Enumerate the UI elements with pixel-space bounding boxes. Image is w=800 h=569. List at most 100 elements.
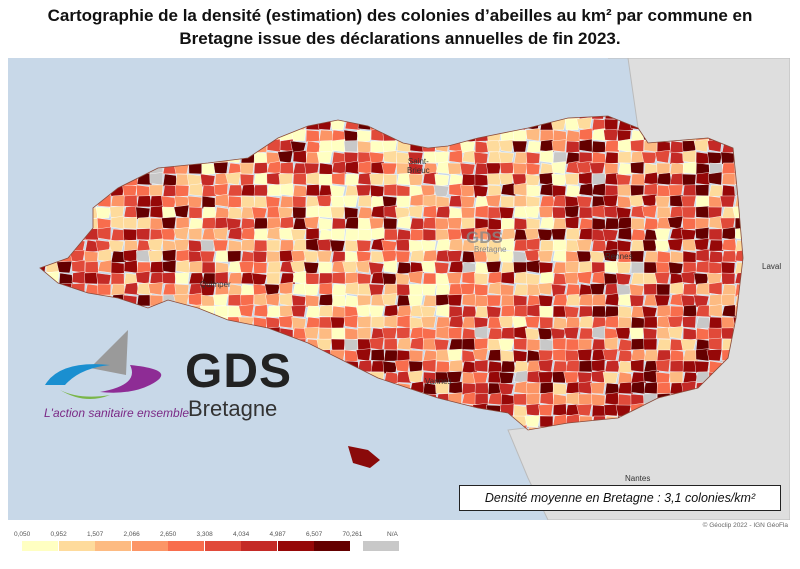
commune [461, 293, 477, 307]
commune [253, 261, 268, 274]
commune [355, 348, 372, 362]
commune [617, 382, 634, 395]
legend-swatch [131, 541, 168, 551]
commune [656, 162, 671, 175]
commune [551, 139, 567, 153]
commune [551, 161, 567, 175]
commune [526, 259, 541, 274]
commune [383, 228, 398, 241]
commune [174, 239, 190, 252]
commune [214, 193, 229, 208]
commune [383, 183, 398, 197]
commune [435, 326, 450, 340]
commune [669, 360, 684, 373]
commune [252, 250, 268, 263]
commune [253, 172, 269, 186]
commune [435, 205, 452, 219]
legend-swatch [204, 541, 241, 551]
commune [56, 261, 73, 274]
commune [500, 360, 516, 373]
commune [381, 327, 398, 340]
commune [318, 162, 334, 176]
commune [305, 184, 321, 197]
commune [318, 217, 333, 231]
commune [643, 360, 660, 373]
commune [474, 382, 489, 395]
commune [407, 294, 424, 307]
commune [382, 360, 398, 375]
commune [487, 271, 503, 285]
commune [266, 250, 281, 264]
city-nantes: Nantes [625, 474, 651, 483]
commune [422, 359, 437, 373]
commune [447, 217, 463, 230]
commune [355, 260, 372, 274]
commune [719, 195, 736, 208]
legend-break: 3,308 [196, 531, 213, 538]
commune [474, 173, 489, 187]
commune [500, 327, 516, 340]
commune [693, 138, 710, 153]
commune [539, 316, 554, 329]
commune [667, 215, 684, 230]
commune [447, 348, 463, 362]
commune [409, 261, 425, 275]
commune [655, 261, 671, 274]
commune [357, 228, 372, 241]
commune [643, 316, 658, 329]
commune [564, 118, 580, 131]
commune [525, 162, 541, 176]
commune [616, 261, 632, 274]
commune [214, 172, 229, 186]
commune [460, 195, 476, 209]
legend-break: 6,507 [306, 531, 323, 538]
commune [292, 327, 308, 340]
commune [630, 173, 646, 186]
commune [356, 239, 372, 252]
commune [513, 195, 528, 208]
commune [123, 249, 138, 263]
commune [110, 283, 127, 296]
commune [500, 349, 515, 363]
commune [656, 283, 671, 296]
commune [344, 228, 360, 241]
legend-break: 4,034 [233, 531, 250, 538]
commune [630, 381, 646, 395]
title-line-2: Bretagne issue des déclarations annuelle… [179, 29, 621, 48]
commune [175, 216, 190, 230]
commune [578, 381, 593, 395]
commune [538, 172, 554, 186]
commune [357, 160, 372, 175]
commune [630, 217, 645, 230]
commune [279, 216, 295, 230]
commune [539, 305, 554, 318]
commune [461, 360, 478, 374]
commune [303, 261, 320, 275]
commune [394, 359, 411, 373]
commune [381, 140, 398, 153]
commune [357, 140, 372, 154]
commune [564, 205, 580, 219]
commune [513, 338, 528, 351]
commune [539, 129, 554, 142]
commune [708, 184, 725, 197]
commune [292, 172, 307, 186]
commune [551, 371, 567, 384]
commune [266, 226, 282, 241]
commune [707, 327, 723, 340]
commune [486, 305, 502, 319]
commune [409, 337, 425, 351]
commune [396, 327, 411, 340]
commune [110, 215, 125, 230]
commune [421, 283, 437, 296]
watermark-logo: GDS [466, 228, 503, 247]
legend-break: 0,050 [14, 531, 31, 538]
commune [173, 227, 190, 241]
commune [188, 206, 203, 219]
commune [305, 228, 320, 241]
commune [656, 305, 671, 318]
commune [602, 348, 619, 362]
commune [707, 151, 723, 165]
commune [552, 272, 568, 286]
commune [512, 140, 528, 153]
